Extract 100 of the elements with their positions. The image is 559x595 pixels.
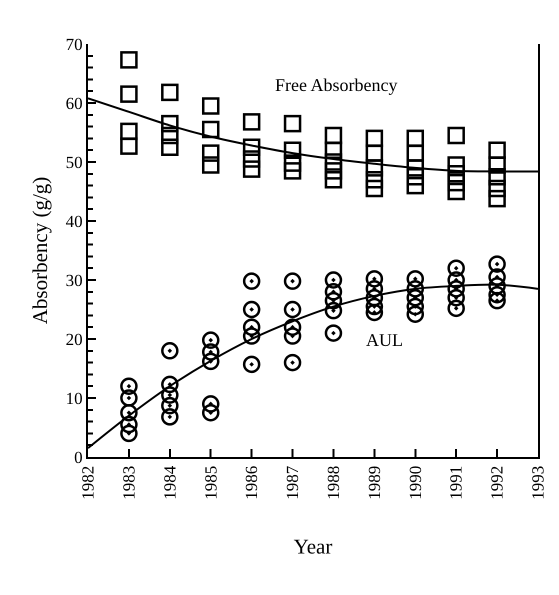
x-tick-label: 1984 (160, 465, 180, 500)
y-tick-label: 20 (66, 330, 83, 349)
point (120, 404, 138, 422)
point (406, 298, 424, 316)
point (366, 170, 384, 188)
point (120, 389, 138, 407)
point (202, 144, 220, 162)
x-tick-label: 1989 (364, 466, 384, 500)
point (324, 271, 342, 289)
annotation: AUL (366, 330, 403, 350)
point (406, 130, 424, 148)
x-tick-label: 1982 (78, 466, 98, 500)
point (120, 122, 138, 140)
point (242, 327, 260, 345)
point (120, 85, 138, 103)
point (202, 404, 220, 422)
point (284, 354, 302, 372)
point (488, 286, 506, 304)
annotation: Free Absorbency (275, 75, 398, 95)
point (324, 162, 342, 180)
x-tick-label: 1991 (446, 466, 466, 500)
point (242, 138, 260, 156)
point (488, 168, 506, 186)
y-tick-label: 40 (66, 212, 83, 231)
point (447, 300, 465, 318)
point (447, 280, 465, 298)
point (447, 126, 465, 144)
point (366, 298, 384, 316)
point (488, 268, 506, 286)
point (406, 288, 424, 306)
point (447, 288, 465, 306)
point (366, 270, 384, 288)
point (161, 386, 179, 404)
point (324, 324, 342, 342)
point (366, 130, 384, 148)
point (202, 331, 220, 349)
point (324, 283, 342, 301)
point (284, 318, 302, 336)
x-tick-label: 1990 (406, 466, 425, 500)
point (447, 259, 465, 277)
point (120, 137, 138, 155)
point (324, 302, 342, 320)
point (447, 156, 465, 174)
point (284, 154, 302, 172)
point (202, 120, 220, 138)
point (488, 141, 506, 159)
point (447, 182, 465, 200)
point (406, 305, 424, 323)
point (284, 327, 302, 345)
point (406, 270, 424, 288)
point (406, 280, 424, 298)
point (406, 144, 424, 162)
x-axis-title: Year (294, 534, 332, 558)
x-tick-label: 1992 (488, 466, 507, 500)
point (406, 176, 424, 194)
y-axis-title: Absorbency (g/g) (28, 176, 52, 324)
point (366, 144, 384, 162)
point (242, 318, 260, 336)
point (161, 376, 179, 394)
x-tick-label: 1987 (283, 465, 302, 500)
point (202, 352, 220, 370)
x-tick-label: 1993 (528, 466, 548, 500)
point (242, 113, 260, 131)
point (120, 377, 138, 395)
y-tick-label: 50 (66, 152, 83, 172)
x-tick-label: 1983 (119, 466, 138, 500)
point (161, 396, 179, 414)
point (284, 272, 302, 290)
point (120, 424, 138, 442)
point (488, 255, 506, 273)
x-tick-label: 1985 (201, 466, 220, 500)
point (242, 356, 260, 374)
point (242, 160, 260, 178)
point (447, 271, 465, 289)
point (447, 174, 465, 192)
point (161, 342, 179, 360)
point (488, 180, 506, 198)
point (202, 97, 220, 115)
point (488, 292, 506, 310)
point (324, 170, 342, 188)
point (161, 126, 179, 144)
point (488, 190, 506, 208)
point (366, 280, 384, 298)
y-tick-label: 30 (66, 270, 83, 290)
point (161, 408, 179, 426)
x-tick-label: 1986 (242, 466, 262, 500)
point (284, 162, 302, 180)
point (242, 272, 260, 290)
point (366, 304, 384, 322)
point (202, 395, 220, 413)
point (284, 300, 302, 318)
point (161, 138, 179, 156)
point (120, 51, 138, 69)
point (324, 126, 342, 144)
point (202, 156, 220, 174)
point (242, 300, 260, 318)
point (242, 150, 260, 168)
point (284, 141, 302, 159)
point (284, 114, 302, 132)
y-tick-label: 0 (74, 448, 83, 467)
